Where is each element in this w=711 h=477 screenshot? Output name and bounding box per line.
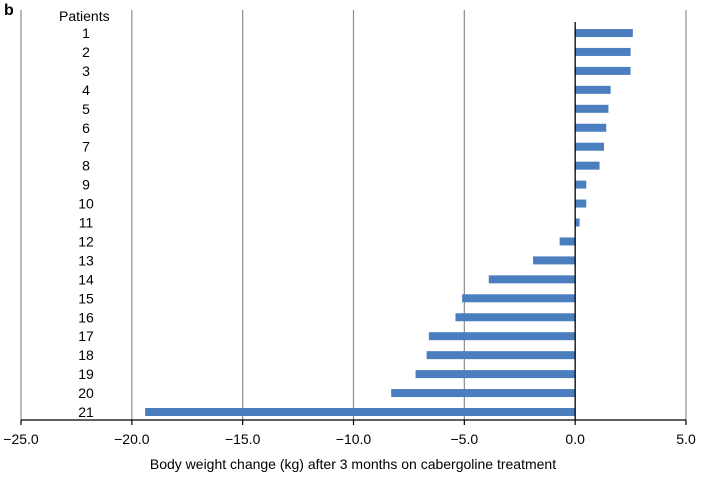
bar [455,313,576,322]
bar [575,85,611,94]
bar [575,180,587,189]
patient-label: 20 [78,385,94,401]
x-tick-label: −15.0 [225,431,261,447]
patient-label: 3 [82,63,90,79]
patient-label: 21 [78,404,94,420]
axes [20,22,687,425]
bar [488,275,576,284]
category-header: Patients [59,8,110,24]
bar [145,408,576,416]
x-tick-label: −10.0 [336,431,372,447]
bar [575,29,633,37]
patient-label: 17 [78,328,94,344]
bars [145,29,633,416]
patient-label: 16 [78,309,94,325]
panel-label: b [4,2,14,19]
bar [575,199,587,208]
bar [575,104,609,113]
bar [462,294,576,303]
x-tick-label: 5.0 [676,431,696,447]
patient-label: 1 [82,25,90,41]
patient-label: 7 [82,139,90,155]
bar [575,218,580,227]
patient-label: 10 [78,196,94,212]
patient-label: 2 [82,44,90,60]
bar [415,370,576,379]
bar [559,237,576,246]
patient-label: 4 [82,82,90,98]
x-tick-label: −25.0 [3,431,39,447]
patient-label: 13 [78,252,94,268]
patient-label: 6 [82,120,90,136]
x-tick-label: −20.0 [114,431,150,447]
bar [391,389,576,398]
bar [428,332,576,341]
patient-label: 18 [78,347,94,363]
bar [575,47,631,56]
patient-label: 14 [78,271,94,287]
bar [426,351,576,360]
x-tick-label: −5.0 [451,431,479,447]
patient-label: 5 [82,101,90,117]
x-tick-label: 0.0 [565,431,585,447]
bar [575,66,631,75]
patient-label: 12 [78,233,94,249]
x-axis-title: Body weight change (kg) after 3 months o… [150,456,556,472]
patient-label: 9 [82,177,90,193]
bar [533,256,576,265]
bar [575,123,607,132]
bar [575,142,604,151]
patient-label: 11 [79,215,94,231]
patient-label: 15 [78,290,94,306]
labels: −25.0 −20.0 −15.0 −10.0 −5.0 0.0 5.0 Body weigh… [3,8,696,472]
patient-label: 8 [82,158,90,174]
bar [575,161,600,170]
patient-label: 19 [78,366,94,382]
